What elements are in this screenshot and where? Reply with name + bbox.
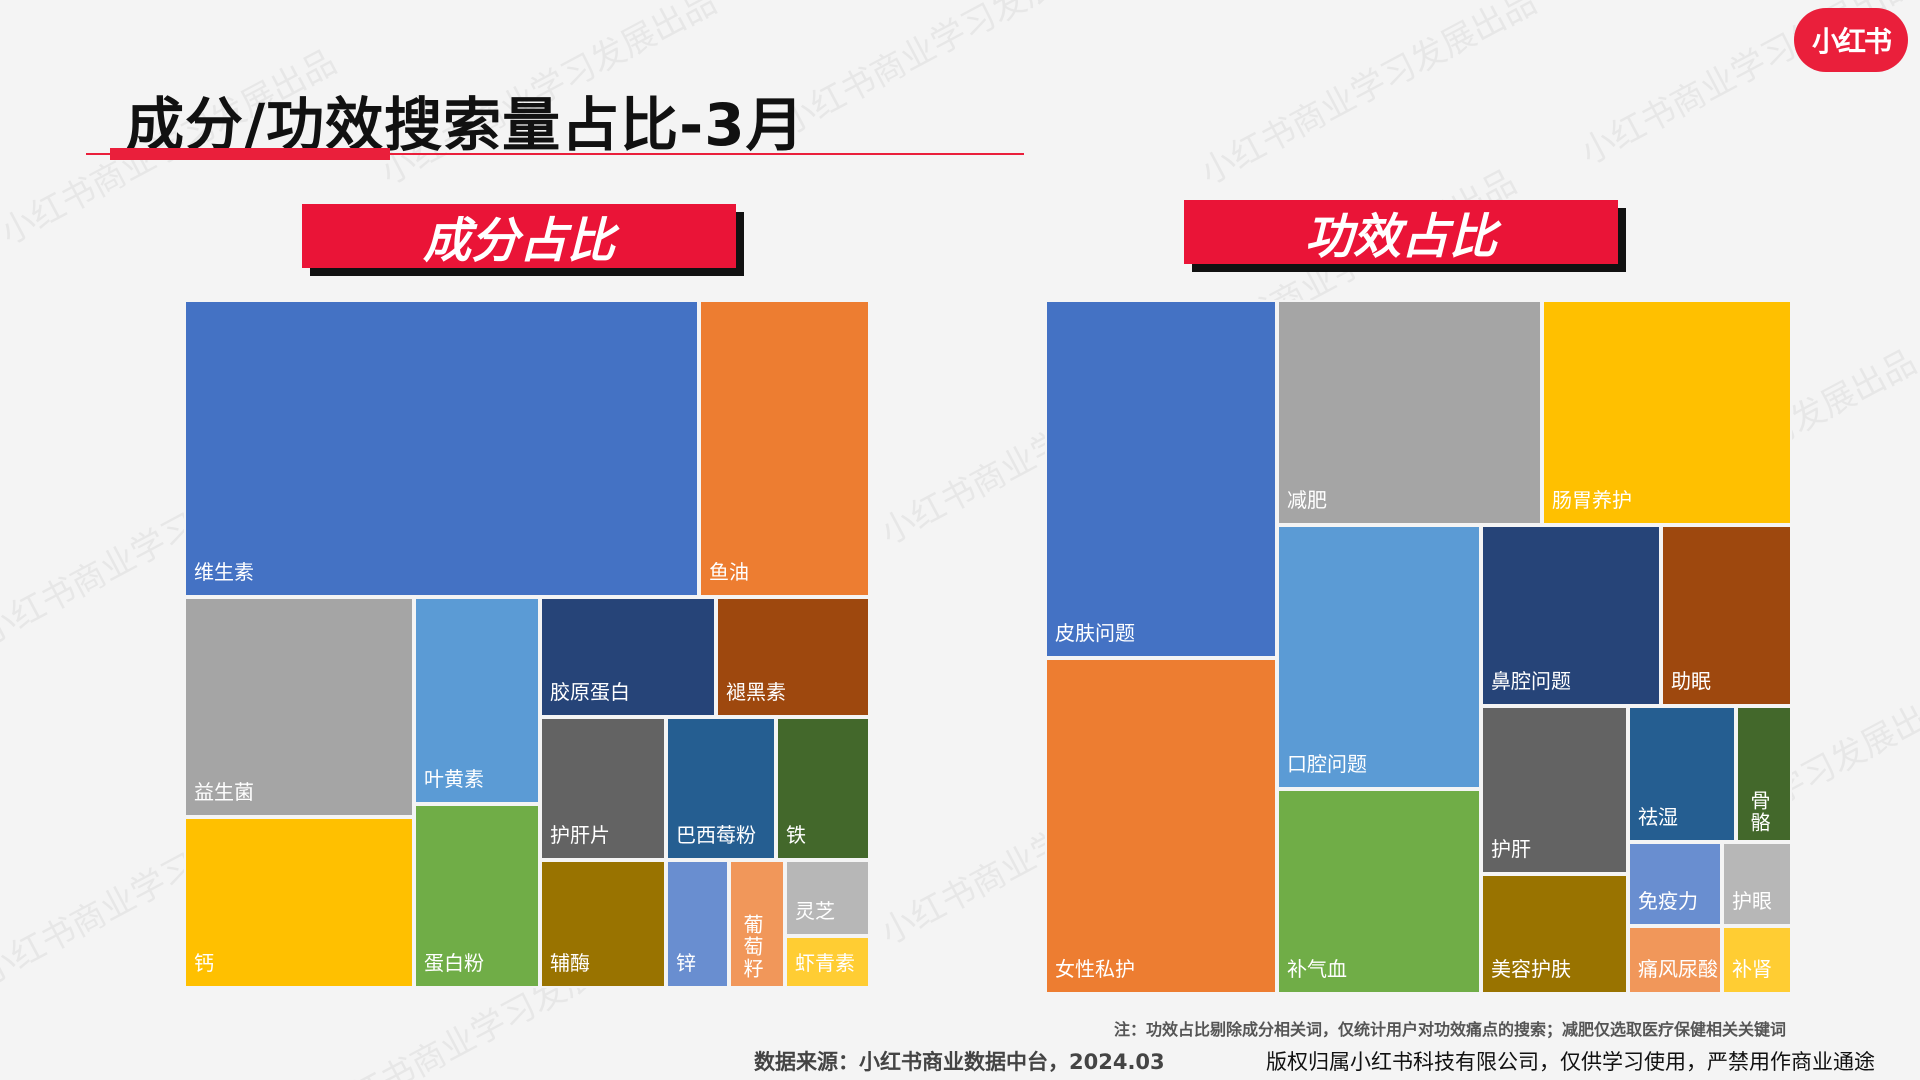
- treemap-cell-label: 锌: [676, 951, 696, 975]
- treemap-cell-label: 护肝: [1491, 837, 1531, 861]
- treemap-cell: 骨骼: [1736, 706, 1792, 842]
- copyright-notice: 版权归属小红书科技有限公司，仅供学习使用，严禁用作商业通途: [1266, 1050, 1875, 1074]
- treemap-cell: 助眠: [1661, 525, 1792, 706]
- treemap-cell-label: 鼻腔问题: [1491, 669, 1571, 693]
- treemap-cell: 免疫力: [1628, 842, 1722, 926]
- treemap-cell-label: 蛋白粉: [424, 951, 484, 975]
- treemap-cell-label: 皮肤问题: [1055, 621, 1135, 645]
- treemap-cell: 补肾: [1722, 926, 1792, 994]
- treemap-cell: 巴西莓粉: [666, 717, 776, 860]
- treemap-cell-label: 胶原蛋白: [550, 680, 630, 704]
- treemap-cell-label: 痛风尿酸: [1638, 957, 1718, 981]
- treemap-cell-label: 益生菌: [194, 780, 254, 804]
- footnote: 注：功效占比剔除成分相关词，仅统计用户对功效痛点的搜索；减肥仅选取医疗保健相关关…: [1114, 1020, 1787, 1039]
- title-underline: [86, 153, 1024, 155]
- treemap-cell: 护眼: [1722, 842, 1792, 926]
- treemap-cell: 美容护肤: [1481, 874, 1628, 994]
- treemap-cell: 铁: [776, 717, 870, 860]
- treemap-cell-label: 巴西莓粉: [676, 823, 756, 847]
- treemap-cell-label: 叶黄素: [424, 767, 484, 791]
- treemap-cell: 鱼油: [699, 300, 870, 597]
- treemap-cell: 护肝: [1481, 706, 1628, 874]
- ingredient-chart-header: 成分占比: [302, 204, 744, 276]
- page-title: 成分/功效搜索量占比-3月: [126, 91, 805, 159]
- treemap-cell-label: 祛湿: [1638, 805, 1678, 829]
- treemap-cell: 灵芝: [785, 860, 870, 936]
- ingredient-treemap: 维生素 鱼油益生菌 叶黄素 胶原蛋白 褪黑素护肝片 巴西莓粉 铁钙 蛋白粉 辅酶 锌 葡萄籽 灵芝虾青…: [184, 300, 870, 988]
- treemap-cell-label: 钙: [194, 951, 214, 975]
- treemap-cell: 钙: [184, 817, 414, 988]
- treemap-cell-label: 鱼油: [709, 560, 749, 584]
- treemap-cell: 褪黑素: [716, 597, 870, 717]
- xiaohongshu-logo: 小红书: [1794, 8, 1908, 72]
- treemap-cell: 叶黄素: [414, 597, 540, 804]
- treemap-cell-label: 补气血: [1287, 957, 1347, 981]
- treemap-cell-label: 免疫力: [1638, 889, 1698, 913]
- treemap-cell-label: 护肝片: [550, 823, 610, 847]
- treemap-cell: 锌: [666, 860, 729, 988]
- efficacy-chart-header: 功效占比: [1184, 200, 1626, 272]
- treemap-cell: 益生菌: [184, 597, 414, 817]
- watermark-text: 小红书商业学习发展出品: [774, 0, 1124, 144]
- treemap-cell: 护肝片: [540, 717, 666, 860]
- treemap-cell: 女性私护: [1045, 658, 1277, 994]
- efficacy-treemap: 皮肤问题 减肥 肠胃养护女性私护 口腔问题 鼻腔问题 助眠补气血 护肝 祛湿 骨骼免疫力 护眼美容…: [1045, 300, 1792, 994]
- treemap-cell-label: 护眼: [1732, 889, 1772, 913]
- treemap-cell: 皮肤问题: [1045, 300, 1277, 658]
- treemap-cell: 肠胃养护: [1542, 300, 1792, 525]
- treemap-cell: 葡萄籽: [729, 860, 785, 988]
- treemap-cell: 虾青素: [785, 936, 870, 988]
- watermark-text: 小红书商业学习发展出品: [1194, 0, 1544, 194]
- treemap-cell-label: 肠胃养护: [1552, 488, 1632, 512]
- treemap-cell-label: 补肾: [1732, 957, 1772, 981]
- treemap-cell: 口腔问题: [1277, 525, 1481, 789]
- treemap-cell: 胶原蛋白: [540, 597, 716, 717]
- treemap-cell-label: 减肥: [1287, 488, 1327, 512]
- treemap-cell-label: 辅酶: [550, 951, 590, 975]
- treemap-cell: 减肥: [1277, 300, 1542, 525]
- title-underline-accent: [110, 148, 390, 160]
- treemap-cell: 辅酶: [540, 860, 666, 988]
- treemap-cell-label: 助眠: [1671, 669, 1711, 693]
- treemap-cell: 鼻腔问题: [1481, 525, 1661, 706]
- treemap-cell: 祛湿: [1628, 706, 1736, 842]
- treemap-cell-label: 维生素: [194, 560, 254, 584]
- treemap-cell-label: 女性私护: [1055, 957, 1135, 981]
- treemap-cell-label: 褪黑素: [726, 680, 786, 704]
- treemap-cell: 维生素: [184, 300, 699, 597]
- treemap-cell-label: 虾青素: [795, 951, 855, 975]
- efficacy-chart-title: 功效占比: [1184, 200, 1618, 265]
- treemap-cell: 补气血: [1277, 789, 1481, 994]
- treemap-cell-label: 葡萄籽: [740, 914, 764, 980]
- treemap-cell-label: 灵芝: [795, 899, 835, 923]
- treemap-cell: 痛风尿酸: [1628, 926, 1722, 994]
- treemap-cell: 蛋白粉: [414, 804, 540, 988]
- treemap-cell-label: 骨骼: [1747, 790, 1771, 834]
- ingredient-chart-title: 成分占比: [302, 204, 736, 269]
- treemap-cell-label: 口腔问题: [1287, 752, 1367, 776]
- treemap-cell-label: 铁: [786, 823, 806, 847]
- data-source: 数据来源：小红书商业数据中台，2024.03: [754, 1050, 1165, 1074]
- treemap-cell-label: 美容护肤: [1491, 957, 1571, 981]
